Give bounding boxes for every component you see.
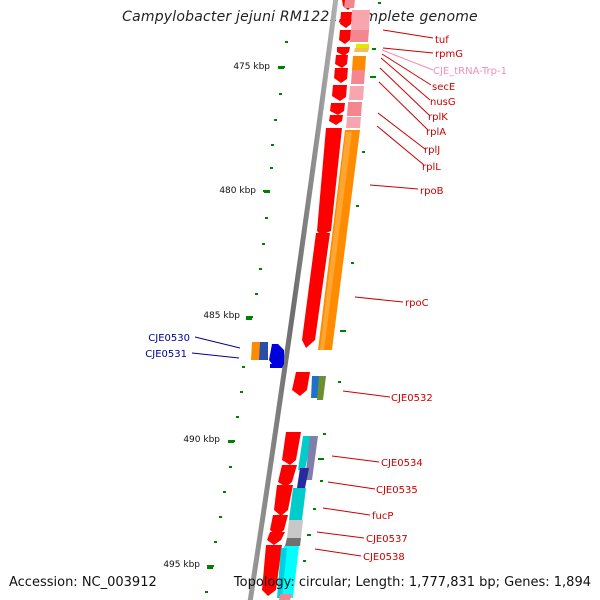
label-nusG[interactable]: nusG	[430, 97, 456, 108]
tick-label-475: 475 kbp	[233, 62, 270, 72]
label-CJE0538[interactable]: CJE0538	[363, 552, 405, 563]
label-fucP[interactable]: fucP	[372, 511, 393, 522]
gene-labels: tuf rpmG CJE_tRNA-Trp-1 secE nusG rplK r…	[145, 35, 507, 563]
leader-lines	[191, 29, 434, 557]
genome-backbone	[247, 0, 339, 600]
tick-label-495: 495 kbp	[163, 560, 200, 570]
reverse-genes	[251, 342, 284, 368]
tick-label-490: 490 kbp	[183, 435, 220, 445]
label-secE[interactable]: secE	[432, 82, 455, 93]
label-CJE0530[interactable]: CJE0530	[148, 333, 190, 344]
scale-ticks	[207, 66, 285, 567]
map-title: Campylobacter jejuni RM1221, complete ge…	[122, 9, 478, 25]
scale-labels: 475 kbp 480 kbp 485 kbp 490 kbp 495 kbp	[163, 62, 270, 570]
tick-label-485: 485 kbp	[203, 311, 240, 321]
label-tuf[interactable]: tuf	[435, 35, 449, 46]
topology-text: Topology: circular; Length: 1,777,831 bp…	[233, 575, 591, 590]
label-CJE0534[interactable]: CJE0534	[381, 458, 423, 469]
label-rpoB[interactable]: rpoB	[420, 186, 444, 197]
label-rplL[interactable]: rplL	[422, 162, 441, 173]
feature-track	[277, 0, 370, 600]
label-rplA[interactable]: rplA	[426, 127, 446, 138]
label-CJE0537[interactable]: CJE0537	[366, 534, 408, 545]
label-rpoC[interactable]: rpoC	[405, 298, 429, 309]
label-rplK[interactable]: rplK	[428, 112, 448, 123]
label-CJE0535[interactable]: CJE0535	[376, 485, 418, 496]
label-CJE0532[interactable]: CJE0532	[391, 393, 433, 404]
accession-text: Accession: NC_003912	[9, 575, 157, 590]
label-rpmG[interactable]: rpmG	[435, 49, 463, 60]
tick-label-480: 480 kbp	[219, 186, 256, 196]
label-rplJ[interactable]: rplJ	[424, 145, 440, 156]
forward-genes	[262, 0, 354, 596]
CJE0531-arrow	[269, 344, 284, 364]
label-CJE0531[interactable]: CJE0531	[145, 349, 187, 360]
label-trna[interactable]: CJE_tRNA-Trp-1	[433, 66, 507, 77]
